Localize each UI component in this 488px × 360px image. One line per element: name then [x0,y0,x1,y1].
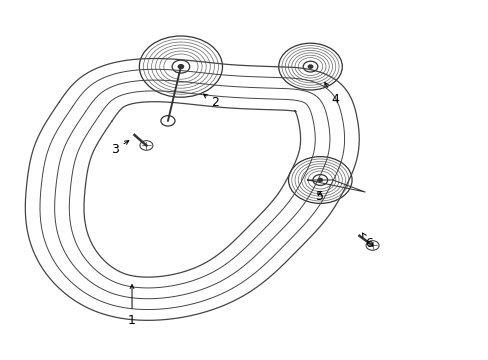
Text: 3: 3 [111,141,128,156]
Circle shape [366,241,378,250]
Circle shape [318,179,322,182]
Text: 5: 5 [316,190,324,203]
Text: 1: 1 [128,285,136,327]
Circle shape [140,141,153,150]
Text: 4: 4 [324,82,338,105]
Text: 6: 6 [362,233,372,249]
Circle shape [308,65,312,68]
Circle shape [178,65,183,68]
Text: 2: 2 [203,94,219,109]
